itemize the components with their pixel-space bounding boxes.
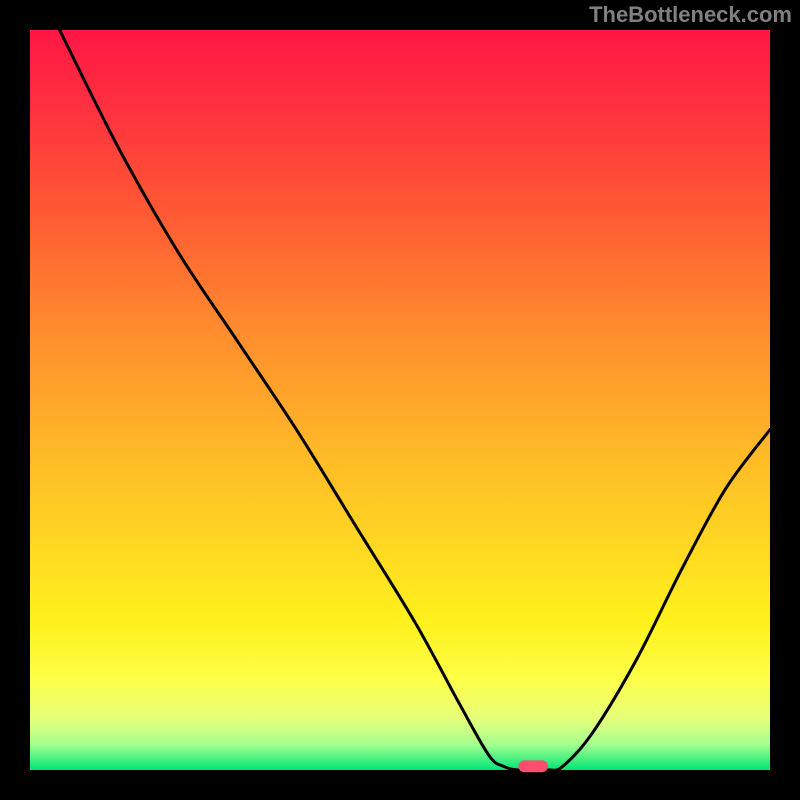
- chart-root: TheBottleneck.com: [0, 0, 800, 800]
- optimal-point-marker: [518, 760, 548, 772]
- bottleneck-chart-svg: [0, 0, 800, 800]
- plot-gradient-background: [30, 30, 770, 770]
- watermark-text: TheBottleneck.com: [589, 2, 792, 28]
